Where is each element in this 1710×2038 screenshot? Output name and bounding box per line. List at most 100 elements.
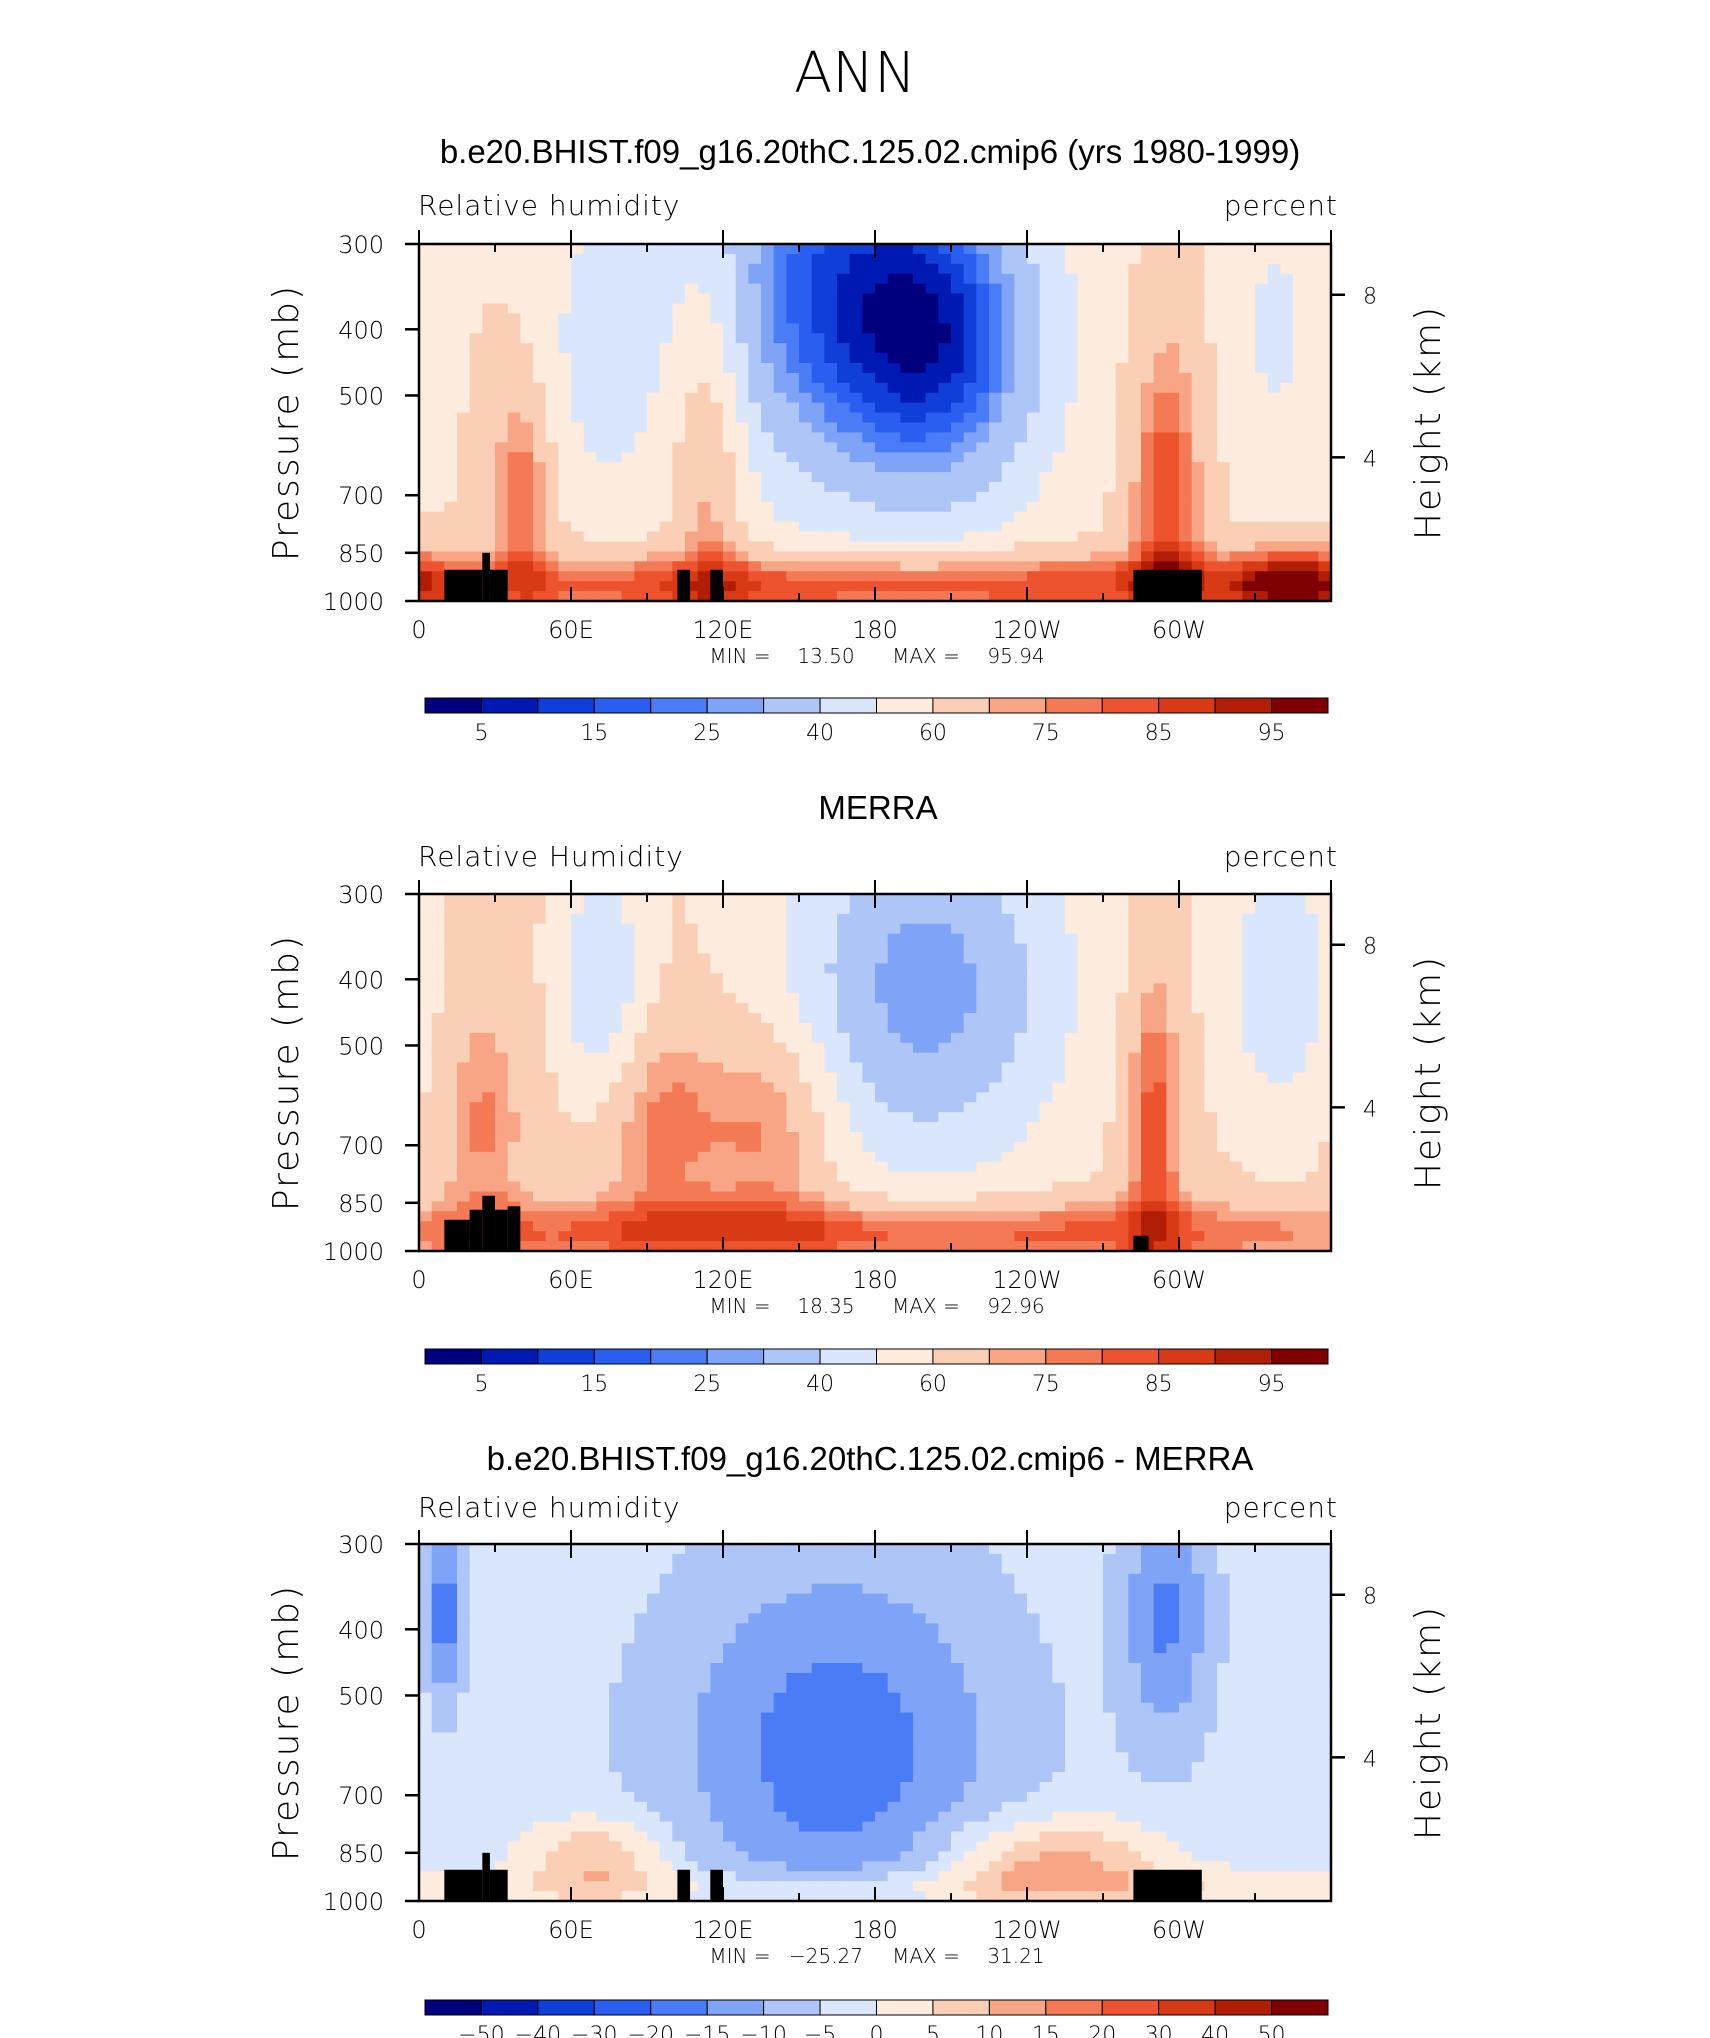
contour-cell [1242,993,1256,1004]
contour-cell [900,511,914,523]
contour-cell [963,1141,977,1153]
contour-cell [1242,1062,1256,1074]
contour-cell [419,923,433,935]
contour-cell [647,392,661,404]
contour-cell [723,1141,737,1153]
contour-cell [1318,1132,1332,1143]
contour-cell [989,422,1003,434]
contour-cell [1153,501,1167,513]
contour-cell [1052,491,1066,503]
contour-cell [976,1191,990,1203]
contour-cell [1014,903,1028,915]
contour-cell [989,1102,1003,1113]
contour-cell [495,402,509,414]
contour-cell [1077,353,1091,364]
contour-cell [1141,472,1155,483]
contour-cell [1001,482,1015,493]
contour-cell [963,1171,977,1183]
contour-cell [672,363,686,374]
contour-cell [1305,943,1319,955]
contour-cell [824,303,838,315]
min-label: MIN = [709,644,770,668]
contour-cell [495,1102,509,1113]
contour-cell [482,1151,496,1163]
contour-cell [1077,531,1091,543]
contour-cell [1128,963,1142,974]
contour-cell [1115,442,1129,453]
contour-cell [1039,1161,1053,1173]
contour-cell [482,1171,496,1183]
contour-cell [1128,993,1142,1004]
contour-cell [431,571,445,582]
contour-cell [1153,1112,1167,1123]
contour-cell [1318,1161,1332,1173]
contour-cell [913,1092,927,1103]
contour-cell [583,273,597,285]
contour-cell [710,1092,724,1103]
contour-cell [1077,521,1091,533]
contour-cell [659,422,673,434]
contour-cell [963,943,977,955]
contour-cell [963,993,977,1004]
contour-cell [925,1092,939,1103]
contour-cell [1305,541,1319,553]
contour-cell [1153,1171,1167,1183]
contour-cell [1027,1181,1041,1193]
contour-cell [647,1151,661,1163]
contour-cell [1305,1072,1319,1084]
contour-cell [748,993,762,1004]
contour-cell [963,482,977,493]
contour-cell [444,511,458,523]
contour-cell [1242,323,1256,334]
contour-cell [697,1181,711,1193]
contour-cell [647,1092,661,1103]
contour-cell [1027,894,1041,905]
contour-cell [1077,1161,1091,1173]
contour-cell [1153,1052,1167,1064]
contour-cell [1141,1171,1155,1183]
contour-cell [1255,432,1269,443]
contour-cell [419,333,433,344]
contour-cell [1065,894,1079,905]
contour-cell [1318,323,1332,334]
contour-cell [545,591,559,602]
contour-cell [1090,933,1104,945]
contour-cell [520,933,534,945]
contour-cell [495,313,509,324]
contour-cell [989,963,1003,974]
contour-cell [647,333,661,344]
contour-cell [735,422,749,434]
contour-cell [533,372,547,384]
contour-cell [1280,531,1294,543]
contour-cell [533,323,547,334]
contour-cell [811,531,825,543]
contour-cell [1115,1151,1129,1163]
contour-cell [1280,501,1294,513]
contour-cell [887,1062,901,1074]
contour-cell [773,263,787,275]
contour-cell [938,442,952,453]
contour-cell [735,1112,749,1123]
contour-cell [1267,472,1281,483]
contour-cell [875,363,889,374]
contour-cell [811,903,825,915]
contour-cell [685,343,699,354]
contour-cell [545,432,559,443]
contour-cell [647,283,661,295]
contour-cell [875,1181,889,1193]
contour-cell [634,1052,648,1064]
contour-cell [1229,323,1243,334]
contour-cell [583,382,597,394]
contour-cell [824,273,838,285]
contour-cell [1166,1201,1180,1212]
contour-cell [1267,482,1281,493]
contour-cell [659,452,673,463]
contour-cell [913,482,927,493]
contour-cell [469,442,483,453]
contour-cell [913,983,927,994]
contour-cell [887,1132,901,1143]
contour-cell [1179,561,1193,572]
contour-cell [1115,541,1129,553]
contour-cell [685,1013,699,1024]
contour-cell [697,432,711,443]
